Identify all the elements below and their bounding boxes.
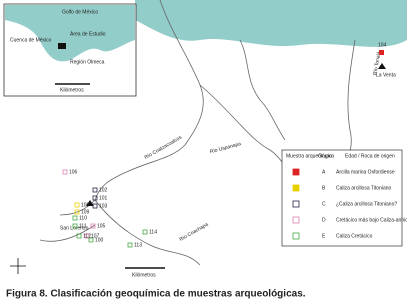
inset-sea bbox=[5, 5, 135, 62]
legend: Muestra arqueológica Grupo Edad / Roca d… bbox=[281, 149, 407, 247]
legend-swatch bbox=[292, 216, 300, 224]
label: Región Olmeca bbox=[70, 59, 105, 65]
sample-label: 105 bbox=[97, 223, 106, 229]
legend-swatch bbox=[292, 232, 300, 240]
sample-label: 111 bbox=[79, 223, 87, 229]
marker-a bbox=[379, 50, 384, 55]
sample-marker bbox=[92, 187, 98, 193]
sample-marker bbox=[92, 195, 98, 201]
river-label: Río Tonalá bbox=[372, 51, 382, 76]
river bbox=[94, 0, 204, 201]
legend-rows: A Arcilla marina Oxfordiense B Caliza arcil… bbox=[292, 168, 407, 240]
scale-label: Kilómetros bbox=[60, 87, 84, 93]
river bbox=[239, 39, 286, 141]
legend-swatch bbox=[292, 184, 300, 192]
sample-label: 104 bbox=[378, 42, 387, 48]
legend-header: Edad / Roca de origen bbox=[345, 153, 395, 159]
legend-age: Arcilla marina Oxfordiense bbox=[336, 169, 395, 175]
legend-header: Grupo bbox=[318, 153, 332, 159]
sample-label: 102 bbox=[99, 187, 108, 193]
sample-label: 109 bbox=[81, 209, 90, 215]
legend-group: C bbox=[322, 201, 326, 207]
sample-marker bbox=[74, 209, 80, 215]
sample-marker bbox=[92, 203, 98, 209]
legend-swatch bbox=[292, 168, 300, 176]
sample-label: 108 bbox=[81, 202, 90, 208]
sample-marker bbox=[90, 223, 96, 229]
sample-label: 103 bbox=[99, 203, 108, 209]
river bbox=[94, 199, 201, 266]
legend-age: Cretácico más bajo Caliza-anhidrita bbox=[336, 217, 407, 223]
site-marker bbox=[86, 200, 94, 206]
label: Cuenca de México bbox=[10, 37, 52, 43]
legend-group: D bbox=[322, 217, 326, 223]
label: Golfo de México bbox=[62, 9, 98, 15]
sample-label: 114 bbox=[149, 229, 157, 235]
sample-label: 101 bbox=[99, 195, 108, 201]
legend-frame bbox=[281, 149, 403, 247]
sample-label: 107 bbox=[91, 233, 100, 239]
legend-group: B bbox=[322, 185, 326, 191]
sample-label: 113 bbox=[134, 242, 142, 248]
site-marker bbox=[378, 63, 386, 69]
legend-group: A bbox=[322, 169, 326, 175]
scale-label: Kilómetros bbox=[132, 272, 156, 278]
sample-marker bbox=[88, 237, 94, 243]
legend-age: Caliza Cretácico bbox=[336, 233, 373, 239]
sample-label: 110 bbox=[79, 215, 87, 221]
legend-age: Caliza arcillosa Titoniano bbox=[336, 185, 392, 191]
study-area bbox=[58, 43, 66, 49]
label: Área de Estudio bbox=[70, 30, 106, 37]
inset: Golfo de México Cuenca de México Área de… bbox=[3, 3, 137, 97]
sample-marker bbox=[62, 169, 68, 175]
north-arrow bbox=[10, 258, 26, 274]
place-label: La Venta bbox=[376, 72, 396, 78]
legend-age: ¿Caliza arcillosa Titoniano? bbox=[336, 201, 397, 207]
legend-group: E bbox=[322, 233, 326, 239]
sample-marker bbox=[72, 215, 78, 221]
sample-marker bbox=[142, 229, 148, 235]
sample-marker bbox=[84, 233, 90, 239]
sample-marker bbox=[74, 202, 80, 208]
legend-header: Muestra arqueológica bbox=[286, 153, 334, 159]
sample-label: 112 bbox=[83, 233, 91, 239]
sample-marker bbox=[76, 233, 82, 239]
sample-label: 106 bbox=[69, 169, 78, 175]
sea bbox=[135, 0, 407, 47]
sample-label: 100 bbox=[95, 237, 104, 243]
caption: Figura 8. Clasificación geoquímica de mu… bbox=[6, 289, 306, 300]
sample-marker bbox=[127, 242, 133, 248]
sample-marker bbox=[72, 223, 78, 229]
legend-swatch bbox=[292, 200, 300, 208]
